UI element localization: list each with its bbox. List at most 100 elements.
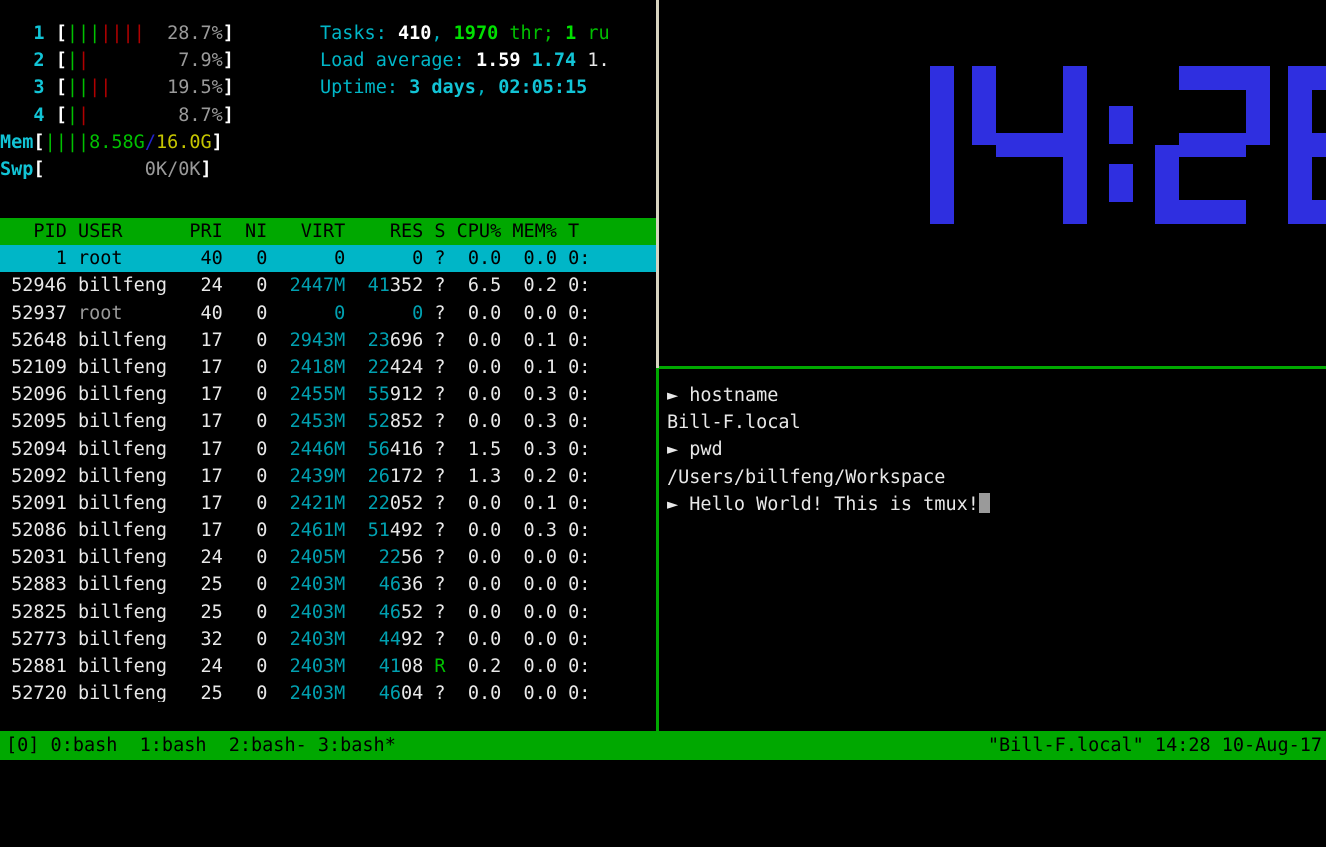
tmux-clock-pane[interactable] <box>659 0 1326 366</box>
process-pri: 25 <box>178 574 223 596</box>
res-value-shadow: 22 <box>367 492 390 514</box>
res-pad <box>345 602 378 623</box>
pane-divider-vertical-top[interactable] <box>656 0 659 368</box>
table-row[interactable]: 52720 billfeng 25 0 2403M 4604 ? 0.0 0.0… <box>0 680 658 702</box>
process-pri: 17 <box>178 411 223 433</box>
process-user: root <box>66 302 179 324</box>
table-row[interactable]: 52096 billfeng 17 0 2455M 55912 ? 0.0 0.… <box>0 381 658 408</box>
process-pid: 52031 <box>0 547 67 569</box>
process-cpu: 0.0 <box>445 356 502 378</box>
process-state: ? <box>423 601 446 623</box>
table-row[interactable]: 52946 billfeng 24 0 2447M 41352 ? 6.5 0.… <box>0 272 658 299</box>
load-5min: 1.74 <box>531 50 577 72</box>
shell-line: Bill-F.local <box>667 409 1326 436</box>
process-ni: 0 <box>222 248 268 270</box>
process-mem: 0.0 <box>501 302 557 324</box>
table-row[interactable]: 52825 billfeng 25 0 2403M 4652 ? 0.0 0.0… <box>0 599 658 626</box>
process-time: 0: <box>556 520 591 542</box>
process-cpu: 0.0 <box>445 574 502 596</box>
res-pad <box>345 466 367 487</box>
process-table[interactable]: PID USER PRI NI VIRT RES S CPU% MEM% T 1… <box>0 218 658 702</box>
process-state: ? <box>423 628 446 650</box>
res-pad <box>345 248 412 269</box>
cpu-number: 3 <box>0 77 45 99</box>
process-cpu: 0.0 <box>445 248 502 270</box>
process-ni: 0 <box>222 438 268 460</box>
process-user: root <box>66 248 179 270</box>
process-user: billfeng <box>66 601 179 623</box>
cpu-number: 1 <box>0 23 45 44</box>
res-pad <box>345 683 378 702</box>
table-row[interactable]: 52094 billfeng 17 0 2446M 56416 ? 1.5 0.… <box>0 436 658 463</box>
process-pid: 52086 <box>0 520 67 542</box>
clock-digit-2 <box>1155 66 1270 224</box>
table-row[interactable]: 52109 billfeng 17 0 2418M 22424 ? 0.0 0.… <box>0 354 658 381</box>
process-table-header[interactable]: PID USER PRI NI VIRT RES S CPU% MEM% T <box>0 218 658 246</box>
process-user: billfeng <box>66 492 179 514</box>
process-state: ? <box>423 574 446 596</box>
process-cpu: 0.0 <box>445 683 502 702</box>
swap-value: 0K/0K <box>44 158 201 180</box>
table-row[interactable]: 52031 billfeng 24 0 2405M 2256 ? 0.0 0.0… <box>0 544 658 571</box>
shell-pane[interactable]: ► hostname Bill-F.local ► pwd/Users/billfe… <box>659 369 1326 731</box>
prompt-arrow-icon: ► <box>667 493 690 515</box>
process-mem: 0.3 <box>501 438 557 460</box>
pane-divider-vertical-bottom[interactable] <box>656 368 659 731</box>
tmux-status-bar[interactable]: [0] 0:bash 1:bash 2:bash- 3:bash* "Bill-… <box>0 731 1326 760</box>
process-virt: 2405M <box>267 547 346 569</box>
meter-bar-green: | <box>89 23 101 44</box>
process-virt: 2403M <box>267 601 346 623</box>
table-row[interactable]: 52648 billfeng 17 0 2943M 23696 ? 0.0 0.… <box>0 327 658 354</box>
shell-line: ► hostname <box>667 382 1326 409</box>
table-row[interactable]: 52086 billfeng 17 0 2461M 51492 ? 0.0 0.… <box>0 517 658 544</box>
process-time: 0: <box>556 248 591 270</box>
pane-divider-horizontal[interactable] <box>659 366 1326 369</box>
process-ni: 0 <box>222 574 268 596</box>
res-value: 08 <box>401 656 424 677</box>
res-pad <box>345 275 367 296</box>
process-table-body[interactable]: 1 root 40 0 0 0 ? 0.0 0.0 0: 52946 billf… <box>0 245 658 702</box>
res-value-shadow: 51 <box>367 520 390 542</box>
table-row[interactable]: 52095 billfeng 17 0 2453M 52852 ? 0.0 0.… <box>0 408 658 435</box>
res-pad <box>345 330 367 351</box>
res-value: 052 <box>389 492 424 514</box>
process-pid: 52720 <box>0 683 67 702</box>
table-row[interactable]: 1 root 40 0 0 0 ? 0.0 0.0 0: <box>0 245 658 273</box>
table-row[interactable]: 52092 billfeng 17 0 2439M 26172 ? 1.3 0.… <box>0 463 658 490</box>
table-row[interactable]: 52883 billfeng 25 0 2403M 4636 ? 0.0 0.0… <box>0 571 658 598</box>
thread-count: 1970 <box>453 23 499 44</box>
shell-line: ► Hello World! This is tmux! <box>667 491 1326 518</box>
table-row[interactable]: 52773 billfeng 32 0 2403M 4492 ? 0.0 0.0… <box>0 626 658 653</box>
cpu-number: 2 <box>0 50 45 72</box>
process-ni: 0 <box>222 683 268 702</box>
process-state: ? <box>423 683 446 702</box>
meter-bar-green: | <box>66 104 78 126</box>
process-state: ? <box>423 547 446 569</box>
table-row[interactable]: 52881 billfeng 24 0 2403M 4108 R 0.2 0.0… <box>0 653 658 680</box>
process-mem: 0.3 <box>501 384 557 406</box>
table-row[interactable]: 52091 billfeng 17 0 2421M 22052 ? 0.0 0.… <box>0 490 658 517</box>
process-pid: 52881 <box>0 656 67 677</box>
process-virt: 2446M <box>267 438 346 460</box>
process-mem: 0.0 <box>501 547 557 569</box>
htop-pane[interactable]: 1 [||||||| 28.7%] 2 [|| 7.9%] 3 [|||| 19… <box>0 0 658 702</box>
meter-bar-green: | <box>77 131 90 153</box>
process-cpu: 1.5 <box>445 438 502 460</box>
clock-digit-1 <box>839 66 954 224</box>
tmux-window-list[interactable]: [0] 0:bash 1:bash 2:bash- 3:bash* <box>6 735 396 756</box>
process-time: 0: <box>556 656 591 677</box>
process-pri: 17 <box>178 465 223 487</box>
res-value-shadow: 55 <box>367 384 390 406</box>
table-row[interactable]: 52937 root 40 0 0 0 ? 0.0 0.0 0: <box>0 300 658 327</box>
process-virt: 2453M <box>267 411 346 433</box>
process-state: ? <box>423 465 446 487</box>
process-virt: 2418M <box>267 356 346 378</box>
uptime-sep: , <box>475 77 499 99</box>
running-label: ru <box>576 23 610 44</box>
res-value: 912 <box>389 384 424 406</box>
res-value-shadow: 46 <box>378 601 402 623</box>
process-user: billfeng <box>66 520 179 542</box>
cpu-percent: 7.9% <box>89 50 223 72</box>
process-time: 0: <box>556 411 591 433</box>
process-mem: 0.0 <box>501 574 557 596</box>
